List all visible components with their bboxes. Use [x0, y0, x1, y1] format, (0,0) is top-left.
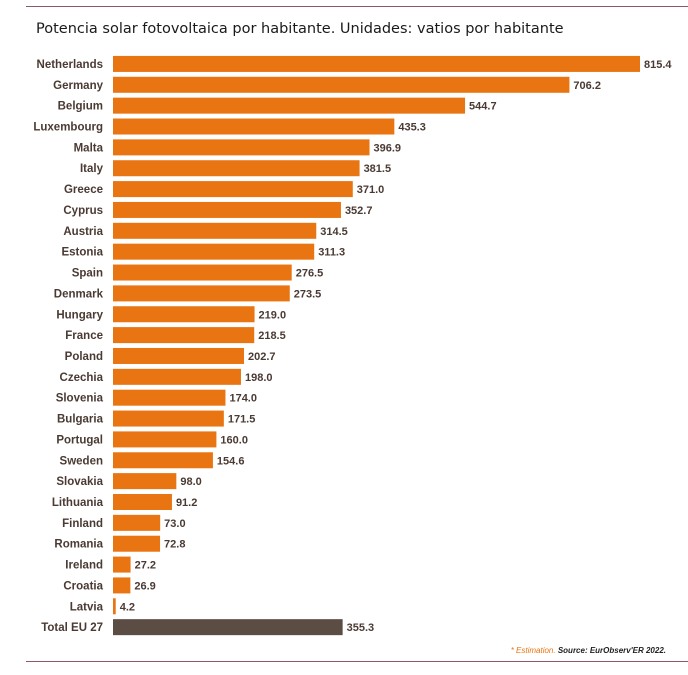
bar: [113, 306, 255, 323]
value-label: 314.5: [320, 226, 348, 238]
bar: [113, 389, 226, 406]
category-label: Finland: [62, 518, 103, 530]
value-label: 174.0: [229, 393, 257, 405]
value-label: 544.7: [469, 101, 497, 113]
value-label: 706.2: [573, 80, 601, 92]
bar: [113, 598, 116, 615]
value-label: 26.9: [134, 580, 155, 592]
top-rule: [26, 6, 688, 7]
category-label: France: [65, 330, 103, 342]
category-label: Luxembourg: [33, 122, 103, 134]
value-label: 198.0: [245, 372, 273, 384]
category-label: Croatia: [63, 580, 103, 592]
bar: [113, 410, 224, 427]
category-label: Malta: [74, 142, 104, 154]
category-label: Greece: [64, 184, 103, 196]
bar: [113, 535, 161, 552]
value-label: 27.2: [135, 560, 156, 572]
value-label: 160.0: [220, 434, 248, 446]
value-label: 171.5: [228, 414, 256, 426]
value-label: 202.7: [248, 351, 276, 363]
category-label: Lithuania: [52, 497, 104, 509]
bar: [113, 222, 317, 239]
category-label: Estonia: [61, 247, 103, 259]
bar-total: [113, 619, 343, 636]
category-label: Slovakia: [56, 476, 103, 488]
category-label: Italy: [80, 163, 104, 175]
value-label: 218.5: [258, 330, 286, 342]
category-label: Portugal: [56, 434, 103, 446]
bar: [113, 577, 131, 594]
category-label: Spain: [72, 268, 103, 280]
bar: [113, 493, 172, 510]
bar: [113, 160, 360, 177]
category-label: Germany: [53, 80, 103, 92]
bar: [113, 327, 255, 344]
bar: [113, 431, 217, 448]
category-label: Total EU 27: [41, 622, 103, 634]
category-label: Slovenia: [56, 393, 104, 405]
bar: [113, 473, 177, 490]
source-note: * Estimation. Source: EurObserv'ER 2022.: [511, 646, 666, 655]
bar: [113, 76, 570, 93]
value-label: 273.5: [294, 288, 322, 300]
value-label: 352.7: [345, 205, 373, 217]
bar: [113, 181, 353, 198]
category-label: Czechia: [60, 372, 104, 384]
value-label: 219.0: [259, 309, 287, 321]
value-label: 815.4: [644, 59, 672, 71]
bar: [113, 452, 213, 469]
category-label: Denmark: [54, 288, 104, 300]
category-label: Bulgaria: [57, 414, 104, 426]
bar: [113, 264, 292, 281]
category-label: Hungary: [56, 309, 103, 321]
value-label: 73.0: [164, 518, 185, 530]
bar: [113, 55, 640, 72]
category-label: Cyprus: [63, 205, 103, 217]
value-label: 371.0: [357, 184, 385, 196]
value-label: 72.8: [164, 539, 185, 551]
value-label: 91.2: [176, 497, 197, 509]
chart-title: Potencia solar fotovoltaica por habitant…: [36, 21, 564, 37]
bar: [113, 118, 395, 135]
category-label: Poland: [65, 351, 103, 363]
value-label: 435.3: [398, 122, 426, 134]
bar: [113, 97, 466, 114]
bar: [113, 514, 161, 531]
value-label: 355.3: [347, 622, 375, 634]
category-label: Belgium: [58, 101, 103, 113]
category-label: Netherlands: [37, 59, 103, 71]
value-label: 396.9: [374, 142, 402, 154]
category-label: Austria: [63, 226, 103, 238]
bar: [113, 201, 341, 218]
bar: [113, 556, 131, 573]
bar: [113, 285, 290, 302]
category-label: Romania: [54, 539, 103, 551]
value-label: 154.6: [217, 455, 245, 467]
estimation-note: * Estimation.: [510, 646, 556, 655]
source-text: Source: EurObserv'ER 2022.: [557, 646, 666, 655]
category-label: Latvia: [70, 601, 104, 613]
value-label: 4.2: [120, 601, 135, 613]
bar: [113, 139, 370, 156]
value-label: 311.3: [318, 247, 345, 259]
bar: [113, 368, 241, 385]
value-label: 98.0: [180, 476, 201, 488]
bottom-rule: [26, 661, 688, 662]
category-label: Ireland: [65, 560, 103, 572]
value-label: 381.5: [364, 163, 392, 175]
bar: [113, 243, 315, 260]
value-label: 276.5: [296, 268, 324, 280]
category-label: Sweden: [60, 455, 103, 467]
bar: [113, 347, 245, 364]
